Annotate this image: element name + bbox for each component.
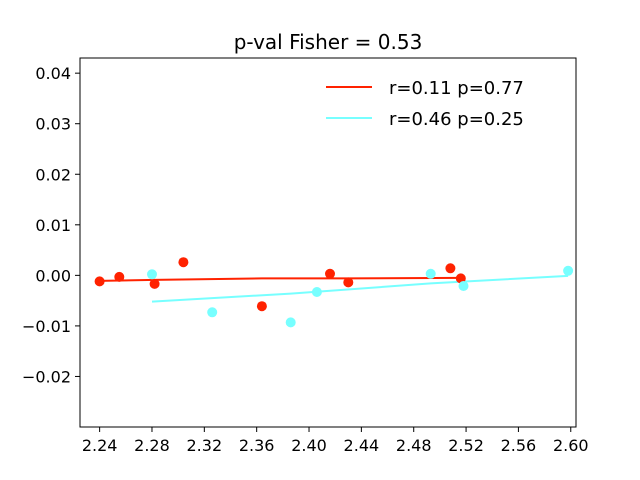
data-point-series-2-3	[285, 317, 296, 328]
y-tick-label: −0.02	[22, 367, 71, 386]
fit-line-series-1	[99, 276, 461, 282]
fit-line-series-2	[151, 274, 569, 303]
x-tick-label: 2.24	[82, 436, 118, 455]
data-point-series-2-1	[147, 269, 157, 280]
legend: r=0.11 p=0.77 r=0.46 p=0.25	[326, 78, 524, 130]
data-point-series-2-7	[563, 265, 574, 276]
x-tick-label: 2.52	[448, 436, 484, 455]
plot-area	[79, 57, 577, 428]
data-point-series-1-9	[455, 273, 466, 284]
data-point-series-1-7	[343, 277, 354, 288]
x-tick-label: 2.48	[396, 436, 432, 455]
data-point-series-1-6	[325, 268, 335, 279]
data-point-series-1-8	[445, 263, 456, 274]
data-point-series-1-4	[178, 257, 189, 268]
x-tick-label: 2.60	[553, 436, 589, 455]
y-tick-label: 0.02	[35, 165, 71, 184]
data-point-series-2-5	[425, 268, 436, 279]
y-tick-label: 0.01	[35, 216, 71, 235]
axes-frame	[79, 57, 577, 428]
y-tick-label: 0.00	[35, 266, 71, 285]
data-point-series-1-1	[94, 276, 105, 287]
y-tick-label: −0.01	[22, 317, 71, 336]
x-tick-label: 2.40	[291, 436, 327, 455]
legend-label-series-1: r=0.11 p=0.77	[389, 78, 524, 99]
data-point-series-2-2	[207, 307, 218, 318]
data-point-series-1-5	[256, 301, 267, 312]
legend-label-series-2: r=0.46 p=0.25	[389, 109, 524, 130]
y-tick-label: 0.03	[35, 115, 71, 134]
data-point-series-2-4	[311, 287, 322, 297]
data-point-series-1-2	[114, 271, 125, 282]
x-tick-label: 2.36	[239, 436, 275, 455]
y-axis: −0.02 −0.01 0.00 0.01 0.02 0.03 0.04	[22, 64, 80, 386]
y-tick-label: 0.04	[35, 64, 71, 83]
data-point-series-2-6	[458, 281, 469, 291]
x-tick-label: 2.44	[344, 436, 380, 455]
x-tick-label: 2.32	[187, 436, 223, 455]
x-axis: 2.24 2.28 2.32 2.36 2.40 2.44 2.48 2.52 2.56 2.60	[82, 427, 589, 455]
data-point-series-1-3	[149, 278, 160, 289]
chart-title: p-val Fisher = 0.53	[234, 30, 423, 54]
x-tick-label: 2.28	[134, 436, 170, 455]
x-tick-label: 2.56	[501, 436, 537, 455]
